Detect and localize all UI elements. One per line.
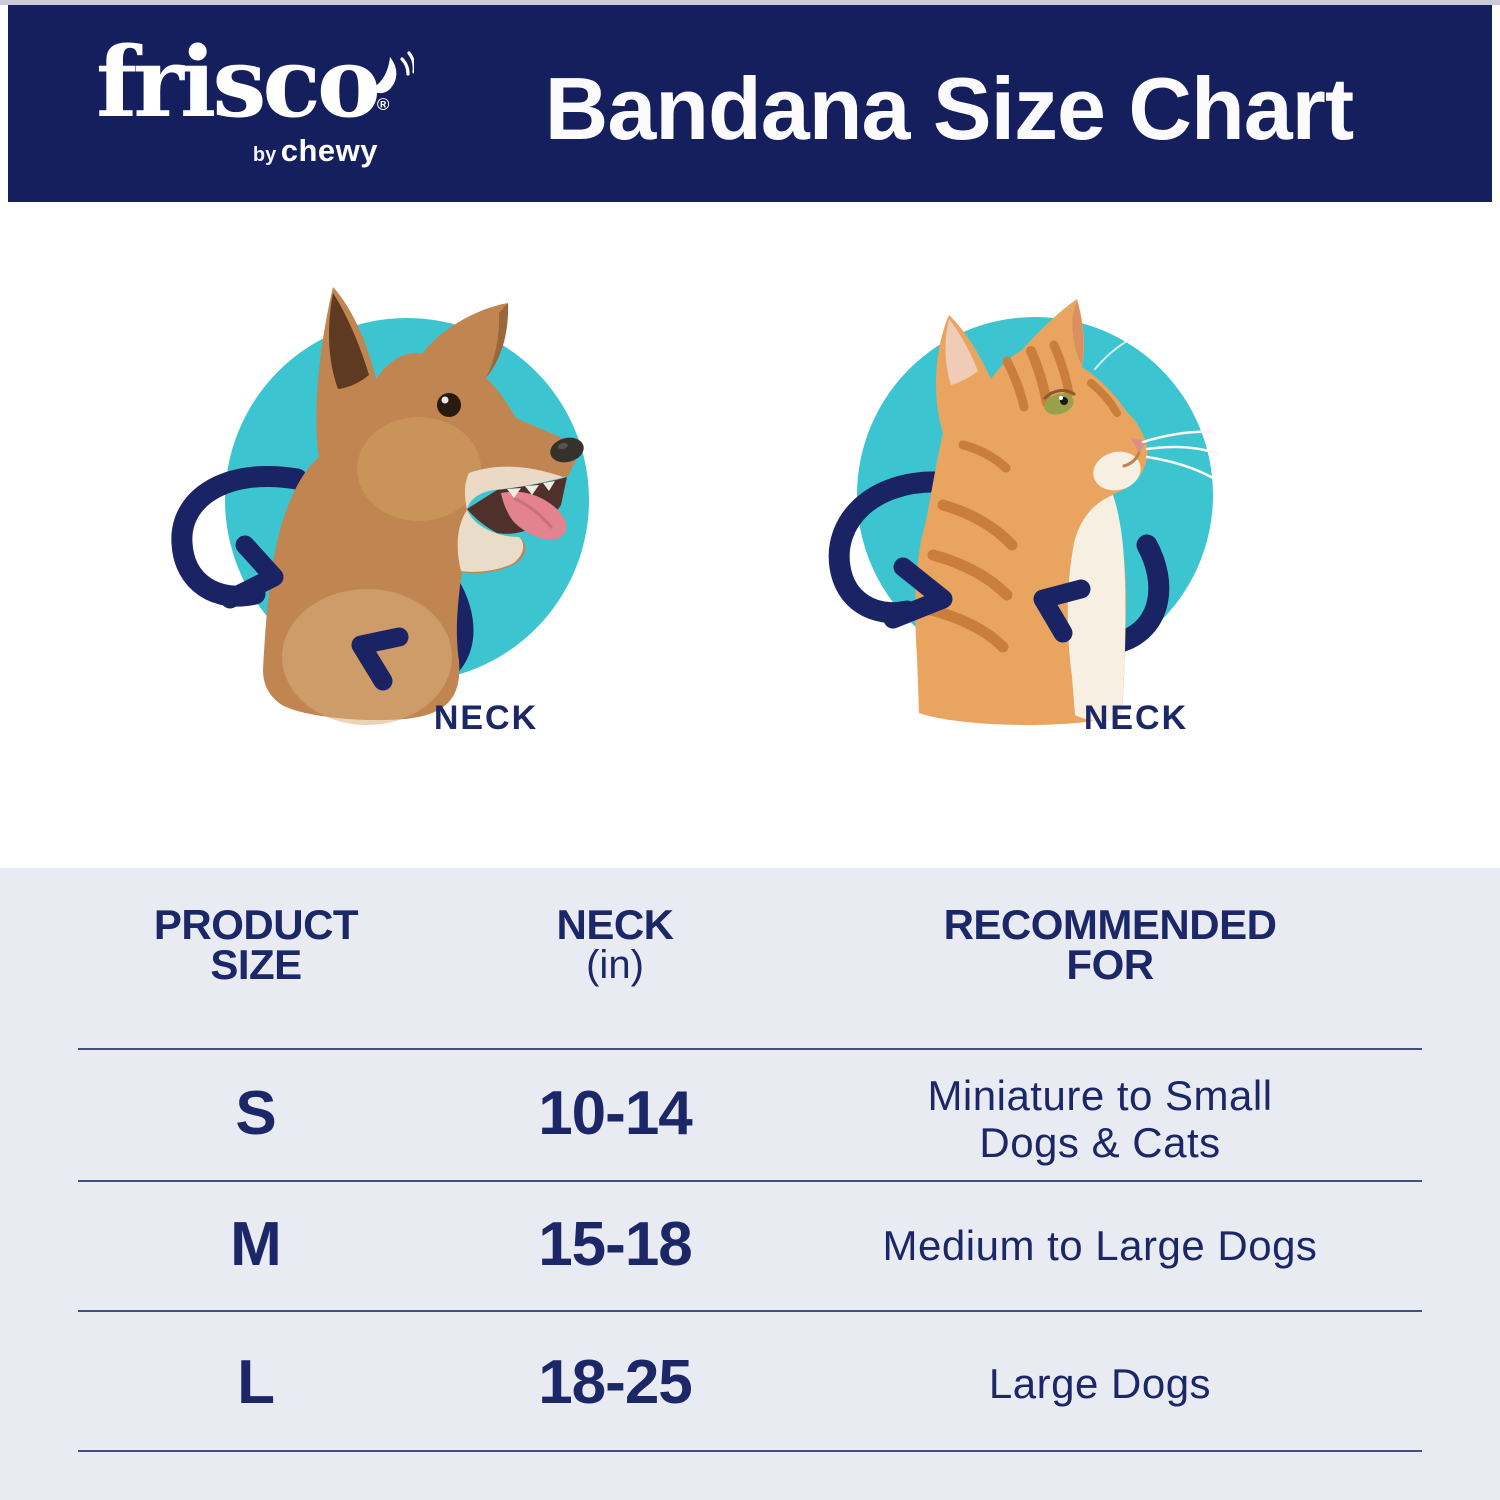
- row-s-neck-range: 10-14: [538, 1079, 693, 1148]
- recommended-text: RECOMMENDED: [943, 901, 1277, 948]
- column-header-recommended-for: RECOMMENDED FOR: [860, 904, 1360, 988]
- neck-text: NECK: [556, 901, 674, 948]
- cat-neck-illustration: [828, 299, 1221, 725]
- table-divider: [78, 1310, 1422, 1312]
- frisco-text: frisco: [96, 26, 381, 139]
- registered-mark: ®: [376, 95, 390, 114]
- for-text: FOR: [1066, 941, 1154, 988]
- dog-neck-illustration: [171, 287, 589, 725]
- row-s-recommended: Miniature to Small Dogs & Cats: [860, 1072, 1340, 1166]
- page-title: Bandana Size Chart: [544, 59, 1354, 158]
- column-header-neck-in: NECK (in): [465, 904, 765, 987]
- recommended-line: Miniature to Small: [927, 1072, 1273, 1119]
- size-text: SIZE: [210, 941, 302, 988]
- neck-measure-arrowheads: [220, 535, 409, 691]
- table-divider: [78, 1048, 1422, 1050]
- cat-neck-label: NECK: [1083, 699, 1189, 737]
- recommended-line: Large Dogs: [988, 1360, 1212, 1407]
- recommended-line: Dogs & Cats: [979, 1119, 1221, 1166]
- frisco-by-chewy-logo: frisco® by chewy: [96, 35, 414, 175]
- table-divider: [78, 1450, 1422, 1452]
- inches-unit-text: (in): [586, 943, 644, 987]
- frisco-o-tail-icon: [370, 51, 414, 94]
- row-m-neck-range: 15-18: [538, 1210, 693, 1279]
- whiskers: [1094, 338, 1221, 480]
- tabby-stripes: [921, 340, 1121, 653]
- by-chewy-lockup: by chewy: [96, 133, 378, 169]
- row-m-recommended: Medium to Large Dogs: [860, 1222, 1340, 1269]
- row-m-size: M: [230, 1210, 282, 1279]
- chewy-wordmark: chewy: [280, 133, 378, 168]
- frisco-wordmark: frisco®: [96, 35, 406, 153]
- column-header-product-size: PRODUCT SIZE: [106, 904, 406, 988]
- by-text: by: [252, 144, 277, 166]
- recommended-line: Medium to Large Dogs: [882, 1222, 1318, 1269]
- product-text: PRODUCT: [153, 901, 359, 948]
- row-l-size: L: [237, 1348, 275, 1417]
- size-table-background: [0, 868, 1500, 1500]
- cat-head-photo: [915, 299, 1221, 725]
- top-edge-strip: [0, 0, 1500, 5]
- row-s-size: S: [235, 1079, 277, 1148]
- row-l-neck-range: 18-25: [538, 1348, 693, 1417]
- neck-measure-arrowheads: [883, 557, 1091, 643]
- table-divider: [78, 1180, 1422, 1182]
- row-l-recommended: Large Dogs: [860, 1360, 1340, 1407]
- dog-neck-label: NECK: [433, 699, 539, 737]
- dog-teeth: [507, 481, 555, 498]
- header-banner: frisco® by chewy Bandana Size Chart: [8, 5, 1492, 202]
